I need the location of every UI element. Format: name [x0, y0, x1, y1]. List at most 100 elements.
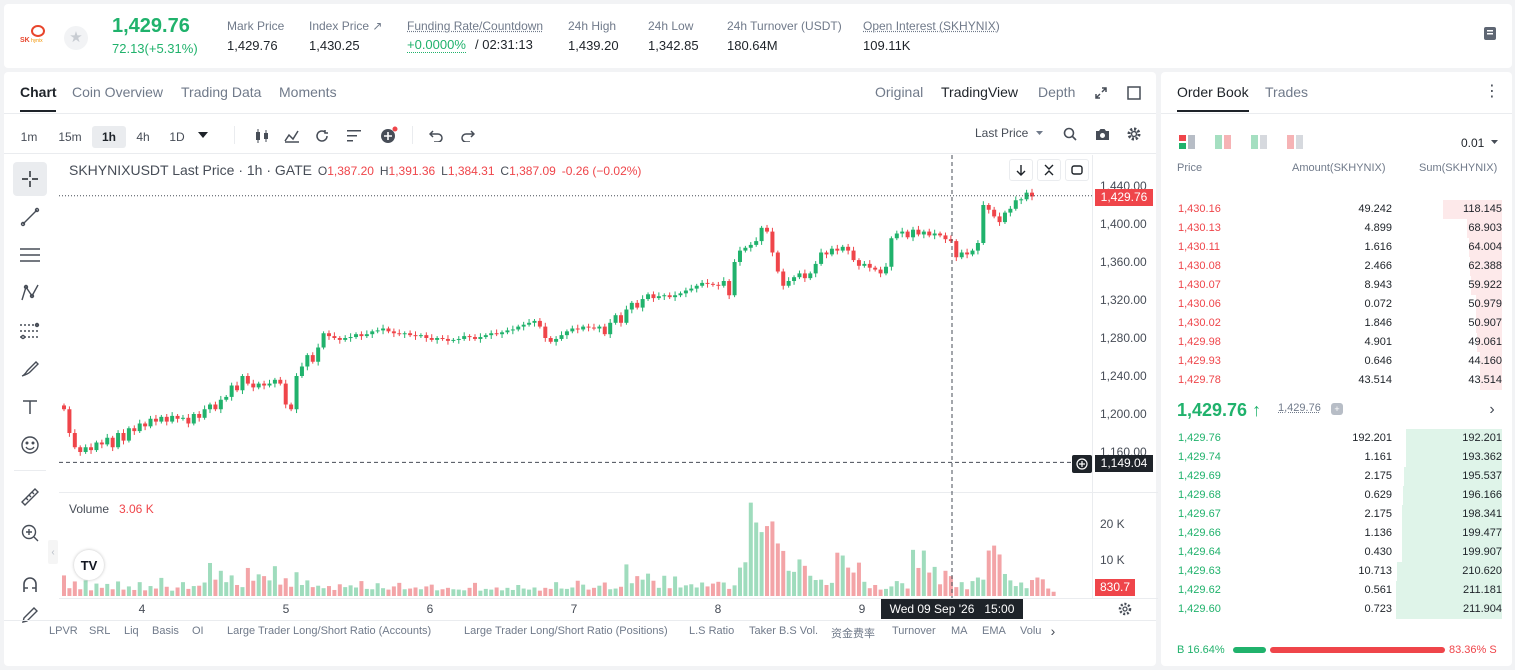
ruler-tool-icon[interactable]: [13, 480, 47, 514]
zoom-tool-icon[interactable]: [13, 516, 47, 550]
interval-15m[interactable]: 15m: [58, 130, 82, 144]
redo-icon[interactable]: [458, 126, 478, 146]
chevron-down-icon[interactable]: [1034, 129, 1044, 137]
indicator-ma[interactable]: MA: [951, 625, 968, 637]
text-tool-icon[interactable]: [13, 390, 47, 424]
more-menu-icon[interactable]: ⋮: [1484, 83, 1500, 100]
indicator-srl[interactable]: SRL: [89, 625, 111, 637]
candle-type-icon[interactable]: [252, 126, 272, 146]
view-both-alt-icon[interactable]: [1214, 134, 1232, 150]
indicator-lpvr[interactable]: LPVR: [49, 625, 78, 637]
indicator-volume[interactable]: Volu: [1020, 625, 1042, 637]
tab-trading-data[interactable]: Trading Data: [181, 84, 262, 100]
ask-row[interactable]: 1,430.07 8.943 59.922: [1162, 276, 1502, 295]
bid-row[interactable]: 1,429.63 10.713 210.620: [1162, 562, 1502, 581]
chevron-down-icon[interactable]: [1490, 139, 1498, 145]
tab-trades[interactable]: Trades: [1265, 84, 1309, 100]
indicator-basis[interactable]: Basis: [152, 625, 179, 637]
view-original[interactable]: Original: [875, 84, 924, 100]
ask-row[interactable]: 1,429.98 4.901 49.061: [1162, 333, 1502, 352]
indicator-oi[interactable]: OI: [192, 625, 204, 637]
fib-tool-icon[interactable]: [13, 314, 47, 348]
collapse-icon[interactable]: [1037, 159, 1061, 181]
interval-1h[interactable]: 1h: [92, 126, 126, 148]
expand-icon[interactable]: [1092, 84, 1110, 102]
interval-dropdown-icon[interactable]: [196, 128, 210, 142]
bid-row[interactable]: 1,429.68 0.629 196.166: [1162, 486, 1502, 505]
open-interest-label[interactable]: Open Interest (SKHYNIX): [863, 19, 1000, 33]
index-price-label[interactable]: Index Price ↗: [309, 19, 383, 33]
tab-moments[interactable]: Moments: [279, 84, 337, 100]
ask-row[interactable]: 1,430.06 0.072 50.979: [1162, 295, 1502, 314]
view-asks-icon[interactable]: [1286, 134, 1304, 150]
ask-row[interactable]: 1,429.78 43.514 43.514: [1162, 371, 1502, 390]
volume-bar: [759, 532, 764, 596]
ask-row[interactable]: 1,429.93 0.646 44.160: [1162, 352, 1502, 371]
interval-1m[interactable]: 1m: [20, 130, 38, 144]
refresh-icon[interactable]: [1065, 159, 1089, 181]
bid-row[interactable]: 1,429.69 2.175 195.537: [1162, 467, 1502, 486]
view-both-icon[interactable]: [1178, 134, 1196, 150]
bid-row[interactable]: 1,429.74 1.161 193.362: [1162, 448, 1502, 467]
indicator-funding-rate[interactable]: 资金费率: [831, 628, 875, 639]
bid-row[interactable]: 1,429.67 2.175 198.341: [1162, 505, 1502, 524]
funding-rate-label[interactable]: Funding Rate/Countdown: [407, 19, 544, 33]
arrow-down-icon[interactable]: [1009, 159, 1033, 181]
camera-icon[interactable]: [1092, 124, 1112, 144]
ask-row[interactable]: 1,430.16 49.242 118.145: [1162, 200, 1502, 219]
add-alert-icon[interactable]: [1072, 455, 1092, 473]
chevron-right-icon[interactable]: ›: [1050, 623, 1056, 639]
indicator-ema[interactable]: EMA: [982, 625, 1006, 637]
candle-chart[interactable]: 1,440.001,400.001,360.001,320.001,280.00…: [0, 0, 1158, 620]
tradingview-logo[interactable]: TV: [74, 550, 104, 580]
bid-row[interactable]: 1,429.76 192.201 192.201: [1162, 429, 1502, 448]
ask-row[interactable]: 1,430.02 1.846 50.907: [1162, 314, 1502, 333]
indicator-liq[interactable]: Liq: [124, 625, 139, 637]
last-price-select[interactable]: Last Price: [975, 126, 1029, 140]
ask-row[interactable]: 1,430.08 2.466 62.388: [1162, 257, 1502, 276]
view-depth[interactable]: Depth: [1038, 84, 1076, 100]
axis-settings-icon[interactable]: [1116, 600, 1134, 618]
window-icon[interactable]: [1125, 84, 1143, 102]
add-indicator-icon[interactable]: [378, 124, 400, 146]
undo-icon[interactable]: [426, 126, 446, 146]
indicator-large-trader-positions[interactable]: Large Trader Long/Short Ratio (Positions…: [464, 625, 668, 637]
notebook-icon[interactable]: [1483, 26, 1497, 41]
collapse-toolbar-icon[interactable]: ‹: [48, 540, 58, 564]
bid-row[interactable]: 1,429.62 0.561 211.181: [1162, 581, 1502, 600]
ask-row[interactable]: 1,430.13 4.899 68.903: [1162, 219, 1502, 238]
favorite-star-icon[interactable]: ★: [64, 26, 88, 50]
pattern-tool-icon[interactable]: [13, 276, 47, 310]
emoji-tool-icon[interactable]: [13, 428, 47, 462]
template-icon[interactable]: [344, 126, 364, 146]
interval-1d[interactable]: 1D: [169, 130, 185, 144]
trend-line-tool-icon[interactable]: [13, 200, 47, 234]
search-icon[interactable]: [1060, 124, 1080, 144]
view-tradingview[interactable]: TradingView: [941, 84, 1019, 100]
indicator-large-trader-accounts[interactable]: Large Trader Long/Short Ratio (Accounts): [227, 625, 432, 637]
ask-row[interactable]: 1,430.11 1.616 64.004: [1162, 238, 1502, 257]
tab-chart[interactable]: Chart: [20, 84, 57, 100]
crosshair-tool-icon[interactable]: [13, 162, 47, 196]
pencil-tool-icon[interactable]: [13, 604, 47, 626]
interval-4h[interactable]: 4h: [136, 130, 150, 144]
indicator-taker-vol[interactable]: Taker B.S Vol.: [749, 625, 819, 637]
tab-order-book[interactable]: Order Book: [1177, 84, 1249, 100]
tab-coin-overview[interactable]: Coin Overview: [72, 84, 164, 100]
bid-row[interactable]: 1,429.64 0.430 199.907: [1162, 543, 1502, 562]
bid-row[interactable]: 1,429.60 0.723 211.904: [1162, 600, 1502, 619]
replay-icon[interactable]: [312, 126, 332, 146]
indicator-turnover[interactable]: Turnover: [892, 625, 936, 637]
candle: [792, 275, 797, 285]
indicator-ls-ratio[interactable]: L.S Ratio: [689, 625, 735, 637]
brush-tool-icon[interactable]: [13, 352, 47, 386]
view-bids-icon[interactable]: [1250, 134, 1268, 150]
precision-select[interactable]: 0.01: [1461, 136, 1485, 150]
volume-bar: [494, 587, 499, 596]
indicators-icon[interactable]: [282, 126, 302, 146]
bid-row[interactable]: 1,429.66 1.136 199.477: [1162, 524, 1502, 543]
chevron-right-icon[interactable]: ›: [1489, 401, 1495, 418]
horizontal-lines-tool-icon[interactable]: [13, 238, 47, 272]
magnet-tool-icon[interactable]: [13, 568, 47, 602]
gear-icon[interactable]: [1124, 124, 1144, 144]
